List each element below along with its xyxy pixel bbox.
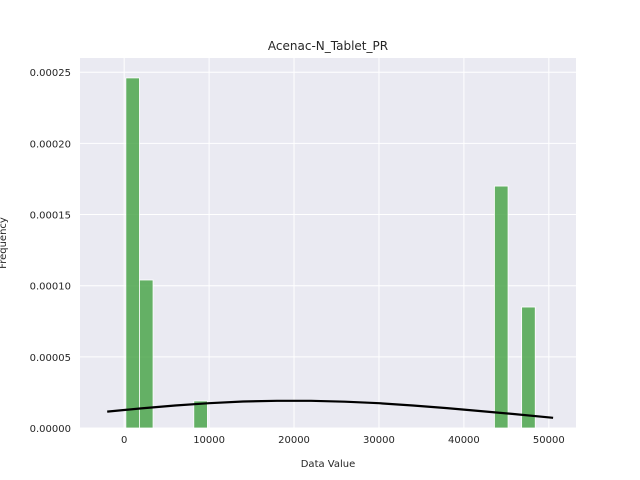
plot-background: [80, 58, 576, 428]
chart-title: Acenac-N_Tablet_PR: [268, 39, 388, 53]
x-tick-label: 0: [121, 435, 127, 446]
y-axis-ticks: 0.00000 0.00005 0.00010 0.00015 0.00020 0.000…: [30, 68, 71, 435]
x-tick-label: 20000: [278, 435, 310, 446]
histogram-bar: [125, 77, 140, 429]
y-tick-label: 0.00010: [30, 282, 71, 293]
x-tick-label: 50000: [533, 435, 565, 446]
y-tick-label: 0.00005: [30, 353, 71, 364]
histogram-bar: [139, 279, 154, 429]
histogram-bar: [494, 185, 509, 429]
histogram-bar: [193, 400, 208, 429]
histogram-bars: [125, 77, 536, 429]
x-tick-label: 10000: [193, 435, 225, 446]
y-tick-label: 0.00025: [30, 68, 71, 79]
x-tick-label: 40000: [448, 435, 480, 446]
grid-lines: [80, 58, 576, 429]
y-tick-label: 0.00000: [30, 424, 71, 435]
density-line: [107, 399, 554, 419]
x-axis-title: Data Value: [301, 459, 356, 470]
y-axis-title: Frequency: [0, 217, 9, 269]
x-axis-ticks: 0 10000 20000 30000 40000 50000: [121, 435, 565, 446]
density-curve: [107, 399, 554, 419]
x-tick-label: 30000: [363, 435, 395, 446]
histogram-bar: [521, 306, 536, 429]
y-tick-label: 0.00015: [30, 211, 71, 222]
y-tick-label: 0.00020: [30, 139, 71, 150]
